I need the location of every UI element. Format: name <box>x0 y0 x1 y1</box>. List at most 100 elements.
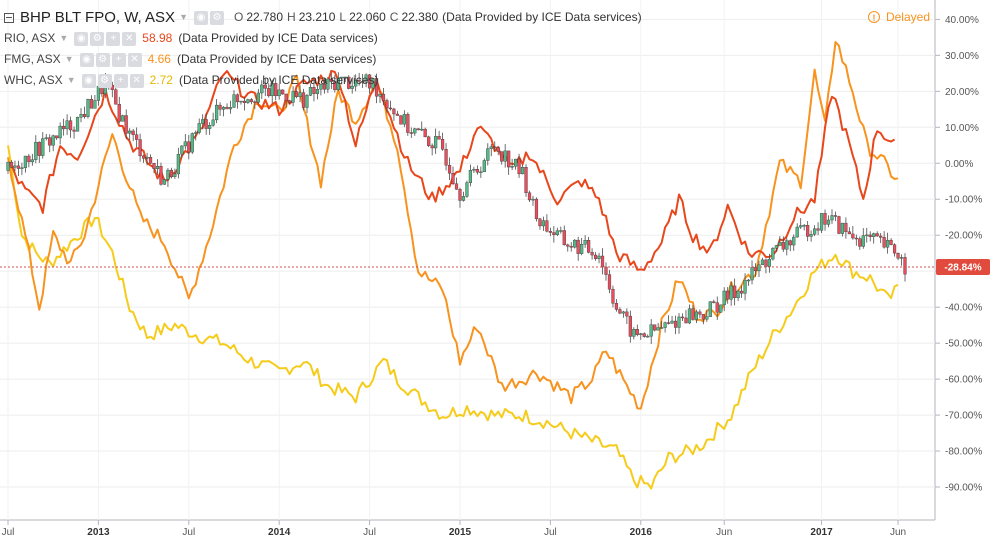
caret-down-icon[interactable]: ▼ <box>66 75 76 85</box>
candle-body <box>124 115 128 134</box>
candle-body <box>208 125 212 129</box>
caret-down-icon[interactable]: ▼ <box>64 54 74 64</box>
eye-icon[interactable]: ◉ <box>193 10 208 25</box>
plus-icon[interactable]: + <box>113 73 128 88</box>
candle-body <box>684 317 688 324</box>
candle-body <box>169 169 174 177</box>
candle-body <box>604 266 608 275</box>
gear-icon[interactable]: ⚙ <box>209 10 224 25</box>
candle-body <box>705 316 709 320</box>
candle-body <box>618 309 622 314</box>
candle-body <box>701 314 705 320</box>
candle-body <box>319 84 323 90</box>
candle-body <box>607 274 612 290</box>
ohlc-c: C 22.380 <box>389 10 439 24</box>
candle-body <box>889 239 893 245</box>
candle-body <box>545 220 549 232</box>
main-provider: (Data Provided by ICE Data services) <box>442 10 642 24</box>
gear-icon[interactable]: ⚙ <box>97 73 112 88</box>
candle-body <box>284 93 288 101</box>
candle-body <box>778 242 782 246</box>
candle-body <box>263 84 267 89</box>
candle-body <box>305 95 309 108</box>
candle-body <box>819 213 824 231</box>
candle-body <box>298 92 302 98</box>
candle-body <box>795 226 799 238</box>
candle-body <box>409 132 413 134</box>
gear-icon[interactable]: ⚙ <box>90 31 105 46</box>
legend-compare-rio[interactable]: RIO, ASX ▼ ◉ ⚙ + ✕ 58.98 (Data Provided … <box>4 28 642 49</box>
candle-body <box>30 159 34 163</box>
plus-icon[interactable]: + <box>106 31 121 46</box>
candle-body <box>712 301 716 303</box>
compare-provider: (Data Provided by ICE Data services) <box>178 31 378 45</box>
ohlc-l: L 22.060 <box>339 10 386 24</box>
candle-body <box>336 77 340 91</box>
caret-down-icon[interactable]: ▼ <box>59 33 69 43</box>
y-tick-label: -20.00% <box>945 231 982 242</box>
candle-body <box>159 166 163 185</box>
candle-body <box>267 88 271 97</box>
candle-body <box>541 220 546 227</box>
eye-icon[interactable]: ◉ <box>79 52 94 67</box>
legend-compare-fmg[interactable]: FMG, ASX ▼ ◉ ⚙ + ✕ 4.66 (Data Provided b… <box>4 49 642 70</box>
candle-body <box>190 133 194 153</box>
candle-body <box>211 119 215 126</box>
candle-body <box>774 245 778 249</box>
candle-body <box>872 233 876 237</box>
candle-body <box>531 198 535 201</box>
candle-body <box>750 267 754 281</box>
x-tick-label: 2016 <box>630 527 653 538</box>
legend-main-row[interactable]: BHP BLT FPO, W, ASX ▼ ◉ ⚙ O 22.780 H 23.21… <box>4 7 642 28</box>
candle-body <box>520 167 525 175</box>
candle-body <box>291 91 295 103</box>
candle-body <box>423 128 427 138</box>
candle-body <box>68 120 73 131</box>
y-grid <box>0 0 935 520</box>
close-icon[interactable]: ✕ <box>127 52 142 67</box>
delayed-status[interactable]: ! Delayed <box>867 10 930 24</box>
candle-body <box>312 87 316 94</box>
candle-body <box>242 100 247 103</box>
candle-body <box>587 240 591 253</box>
candle-body <box>82 114 87 117</box>
eye-icon[interactable]: ◉ <box>81 73 96 88</box>
y-tick-label: 10.00% <box>945 123 979 134</box>
candle-body <box>760 259 765 266</box>
candle-body <box>677 316 681 328</box>
close-icon[interactable]: ✕ <box>129 73 144 88</box>
x-tick-label: Jun <box>890 527 906 538</box>
caret-down-icon[interactable]: ▼ <box>179 12 188 22</box>
candle-body <box>698 311 702 315</box>
candle-body <box>235 94 240 103</box>
plus-icon[interactable]: + <box>111 52 126 67</box>
compare-symbol: FMG, ASX <box>4 52 61 66</box>
candle-body <box>799 225 803 228</box>
candle-body <box>16 165 21 169</box>
collapse-icon[interactable] <box>4 12 14 23</box>
candle-body <box>399 115 403 125</box>
compare-provider: (Data Provided by ICE Data services) <box>176 52 377 66</box>
price-axis[interactable]: 40.00% 30.00% 20.00% 10.00% 0.00% -10.00% -20.… <box>935 15 982 494</box>
candle-body <box>625 311 629 317</box>
candle-body <box>552 232 556 235</box>
close-icon[interactable]: ✕ <box>122 31 137 46</box>
candle-body <box>496 147 500 152</box>
candle-body <box>486 148 490 161</box>
candle-body <box>837 216 841 234</box>
eye-icon[interactable]: ◉ <box>74 31 89 46</box>
candle-body <box>680 316 685 319</box>
candle-body <box>86 99 90 117</box>
compare-symbol: WHC, ASX <box>4 73 63 87</box>
legend-compare-whc[interactable]: WHC, ASX ▼ ◉ ⚙ + ✕ 2.72 (Data Provided b… <box>4 70 642 91</box>
candle-body <box>694 311 698 320</box>
y-tick-label: 40.00% <box>945 15 979 26</box>
candle-body <box>493 146 497 149</box>
candle-body <box>527 192 532 201</box>
series-controls: ◉ ⚙ + ✕ <box>81 73 144 88</box>
y-tick-label: -40.00% <box>945 303 982 314</box>
gear-icon[interactable]: ⚙ <box>95 52 110 67</box>
candle-body <box>55 135 59 139</box>
main-series-title: BHP BLT FPO, W, ASX <box>20 9 176 26</box>
